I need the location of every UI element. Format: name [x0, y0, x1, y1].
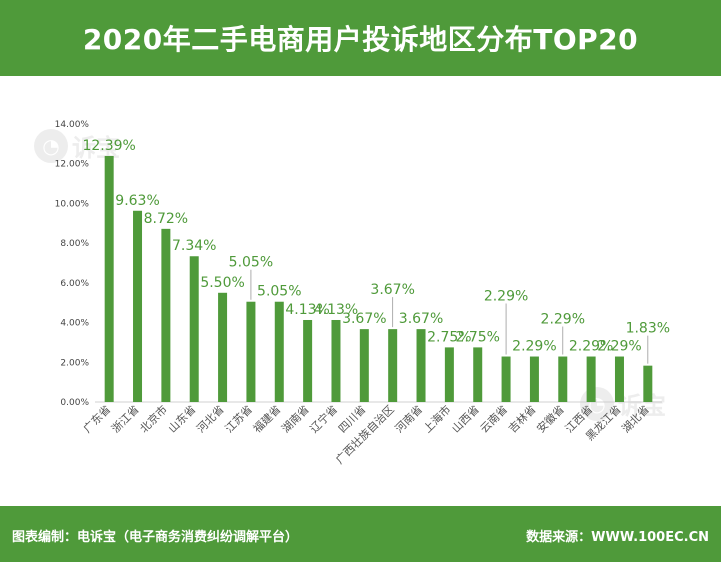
y-tick-label: 8.00% [60, 239, 89, 249]
data-label: 3.67% [399, 311, 443, 327]
x-tick-label: 安徽省 [534, 402, 567, 435]
bar [303, 319, 313, 402]
bar [331, 319, 341, 402]
data-label: 5.05% [229, 255, 273, 271]
bar [586, 356, 596, 402]
bar [501, 356, 511, 402]
x-tick-label: 辽宁省 [307, 402, 340, 435]
y-tick-label: 2.00% [60, 358, 89, 368]
bar [218, 292, 228, 402]
x-tick-label: 北京市 [137, 402, 170, 435]
data-label: 3.67% [342, 311, 386, 327]
chart-area: ◔ 诉宝 ◔ 诉宝 0.00% 2.00% 4.00% 6.00% 8.00% 10.00… [0, 76, 721, 506]
bar-chart: 0.00% 2.00% 4.00% 6.00% 8.00% 10.00% 12.00% 14.… [55, 120, 670, 467]
bar [133, 210, 143, 402]
source-text: 数据来源：WWW.100EC.CN [526, 530, 709, 545]
bar [246, 301, 256, 402]
y-tick-label: 12.00% [55, 160, 90, 170]
data-label: 4.13% [314, 302, 358, 318]
x-tick-label: 浙江省 [109, 403, 142, 436]
x-tick-label: 云南省 [478, 403, 511, 436]
data-label: 2.29% [569, 339, 613, 355]
watermark-text: 诉宝 [618, 392, 666, 420]
data-label: 2.75% [427, 329, 471, 345]
bar [558, 356, 568, 402]
chart-header: 2020年二手电商用户投诉地区分布TOP20 [0, 0, 721, 76]
data-label: 8.72% [144, 211, 188, 227]
bar [274, 301, 284, 402]
data-label: 2.29% [597, 339, 641, 355]
data-label: 12.39% [82, 138, 135, 154]
x-tick-label: 福建省 [250, 402, 283, 435]
x-tick-label: 吉林省 [505, 402, 538, 435]
y-tick-label: 6.00% [60, 279, 89, 289]
data-label: 2.29% [541, 312, 585, 328]
x-tick-label: 河南省 [393, 403, 426, 436]
data-label: 2.29% [484, 289, 528, 305]
x-tick-label: 山东省 [166, 403, 199, 436]
x-tick-label: 江苏省 [223, 403, 256, 436]
bar [416, 329, 426, 402]
data-label: 4.13% [285, 302, 329, 318]
bar [444, 347, 454, 402]
bar [388, 329, 398, 402]
bar [161, 228, 171, 402]
watermark-top-left: ◔ 诉宝 [34, 128, 120, 163]
x-tick-label: 湖南省 [279, 403, 312, 436]
data-label: 2.75% [455, 329, 499, 345]
data-label: 1.83% [626, 321, 670, 337]
bar [189, 256, 199, 402]
data-label: 2.29% [512, 339, 556, 355]
x-tick-label: 湖北省 [619, 403, 652, 436]
bar [614, 356, 624, 402]
diansubao-logo-icon: ◔ [34, 128, 68, 163]
data-label: 5.50% [200, 275, 244, 291]
credit-text: 图表编制：电诉宝（电子商务消费纠纷调解平台） [12, 530, 299, 545]
data-label: 7.34% [172, 238, 216, 254]
bar [473, 347, 483, 402]
x-tick-label: 上海市 [420, 402, 453, 435]
bar [529, 356, 539, 402]
bar [359, 329, 369, 402]
data-label: 9.63% [115, 193, 159, 209]
bar [104, 155, 114, 402]
y-tick-label: 4.00% [60, 319, 89, 329]
data-label: 3.67% [370, 282, 414, 298]
bar [643, 365, 653, 402]
y-tick-label: 14.00% [55, 120, 90, 130]
x-tick-label: 河北省 [194, 403, 227, 436]
data-label: 5.05% [257, 284, 301, 300]
x-tick-label: 山西省 [449, 403, 482, 436]
chart-footer: 图表编制：电诉宝（电子商务消费纠纷调解平台） 数据来源：WWW.100EC.CN [0, 506, 721, 562]
chart-title: 2020年二手电商用户投诉地区分布TOP20 [82, 23, 639, 56]
y-tick-label: 10.00% [55, 199, 90, 209]
y-tick-label: 0.00% [60, 398, 89, 408]
